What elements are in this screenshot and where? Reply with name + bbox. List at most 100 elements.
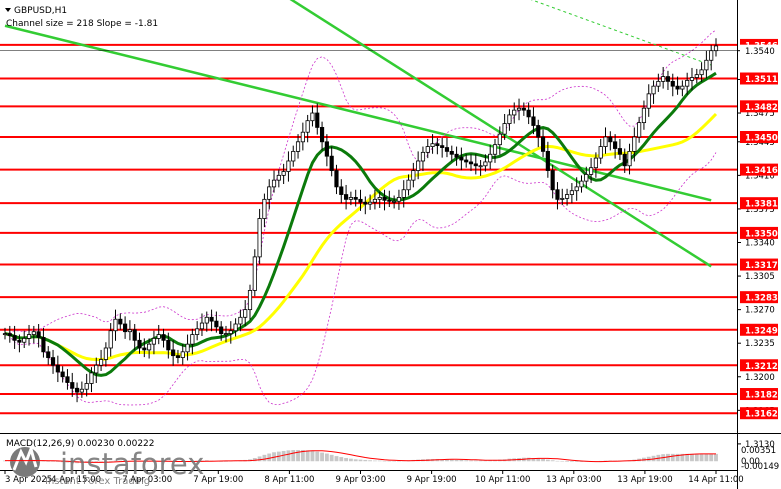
candle-body — [540, 136, 546, 152]
symbol-label: GBPUSD,H1 — [14, 6, 67, 16]
price-level-badge — [740, 407, 778, 420]
macd-histogram-bar — [464, 460, 469, 462]
candle-body — [310, 112, 315, 122]
candle-body — [507, 114, 512, 124]
candle-body — [257, 218, 262, 258]
macd-histogram-bar — [541, 458, 545, 462]
macd-histogram-bar — [368, 460, 373, 462]
macd-histogram-bar — [560, 461, 565, 462]
macd-histogram-bar — [685, 453, 690, 462]
candle-body — [488, 153, 493, 163]
macd-histogram-bar — [108, 460, 113, 462]
candle-body — [641, 107, 647, 124]
candle-body — [142, 347, 147, 351]
candle-body — [281, 171, 286, 176]
time-axis-tick-label: 13 Apr 03:00 — [546, 475, 601, 485]
macd-histogram-bar — [310, 450, 315, 462]
macd-histogram-bar — [300, 450, 305, 462]
candle-body — [468, 161, 474, 165]
candle-body — [55, 364, 60, 373]
candle-body — [195, 328, 200, 335]
current-price-label: 1.3540 — [745, 47, 775, 57]
price-axis-tick-label: 1.3270 — [745, 306, 775, 316]
candle-body — [584, 174, 589, 182]
candle-body — [531, 116, 536, 126]
candle-body — [127, 329, 132, 333]
macd-histogram-bar — [478, 460, 483, 462]
instaforex-watermark — [10, 444, 40, 477]
macd-histogram-bar — [324, 453, 329, 462]
candle-body — [214, 320, 219, 328]
price-level-badge — [740, 258, 778, 271]
price-level-label: 1.3212 — [745, 362, 778, 372]
candle-body — [632, 136, 637, 152]
candle-body — [262, 198, 267, 219]
macd-histogram-bar — [363, 459, 368, 462]
macd-histogram-bar — [320, 452, 324, 462]
macd-histogram-bar — [473, 460, 478, 462]
macd-label: MACD(12,26,9) 0.00230 0.00222 — [6, 439, 155, 449]
macd-histogram-bar — [536, 458, 541, 462]
candle-body — [550, 170, 555, 191]
candle-body — [680, 85, 685, 90]
channel-trend-line — [4, 24, 712, 202]
candle-body — [430, 143, 435, 147]
candle-body — [276, 174, 281, 181]
candle-body — [50, 357, 56, 366]
candle-body — [219, 326, 224, 335]
macd-histogram-bar — [291, 450, 296, 462]
candle-body — [348, 197, 353, 200]
macd-histogram-bar — [680, 453, 685, 462]
time-axis-tick-label: 9 Apr 19:00 — [407, 475, 457, 485]
candle-body — [31, 331, 36, 335]
candle-body — [440, 145, 445, 148]
price-axis-tick-label: 1.3130 — [745, 440, 775, 450]
candle-body — [406, 179, 411, 191]
candle-body — [228, 330, 233, 335]
price-level-label: 1.3182 — [745, 391, 778, 401]
price-level-label: 1.3381 — [745, 200, 778, 210]
candle-body — [7, 333, 12, 336]
macd-histogram-bar — [690, 453, 694, 462]
macd-histogram-bar — [454, 459, 459, 462]
macd-histogram-bar — [666, 453, 670, 462]
macd-histogram-bar — [334, 456, 339, 462]
candle-body — [622, 153, 627, 167]
candle-body — [353, 197, 358, 200]
macd-histogram-bar — [118, 460, 123, 462]
price-axis-tick-label: 1.3410 — [745, 171, 775, 181]
candle-body — [175, 355, 181, 358]
macd-histogram-bar — [646, 456, 651, 462]
price-level-badge — [740, 100, 778, 113]
time-axis-tick-label: 8 Apr 11:00 — [264, 475, 314, 485]
macd-histogram-bar — [377, 460, 382, 462]
macd-histogram-bar — [714, 453, 718, 462]
candle-body — [22, 337, 27, 343]
candle-body — [589, 167, 594, 175]
price-level-label: 1.3249 — [745, 326, 778, 336]
macd-histogram-bar — [469, 460, 473, 462]
candle-body — [305, 120, 310, 133]
macd-histogram-bar — [392, 460, 397, 462]
macd-histogram-bar — [555, 460, 560, 462]
macd-histogram-bar — [348, 458, 353, 462]
candle-body — [209, 316, 214, 322]
candle-body — [324, 141, 329, 157]
candle-body — [425, 146, 430, 153]
candle-body — [65, 376, 70, 383]
macd-histogram-bar — [459, 459, 464, 462]
price-axis-tick-label: 1.3200 — [745, 373, 775, 383]
candle-body — [689, 77, 695, 81]
price-level-badge — [740, 388, 778, 401]
candle-body — [478, 165, 483, 168]
candle-body — [151, 337, 157, 345]
candle-body — [713, 45, 719, 52]
instaforex-tagline: Instant Forex Trading — [45, 476, 150, 487]
candle-body — [569, 190, 574, 195]
candle-body — [492, 144, 498, 155]
macd-histogram-bar — [103, 461, 108, 462]
macd-histogram-bar — [55, 461, 60, 462]
candle-body — [704, 59, 709, 71]
macd-histogram-bar — [46, 461, 51, 462]
menu-arrow-icon[interactable] — [5, 8, 11, 12]
